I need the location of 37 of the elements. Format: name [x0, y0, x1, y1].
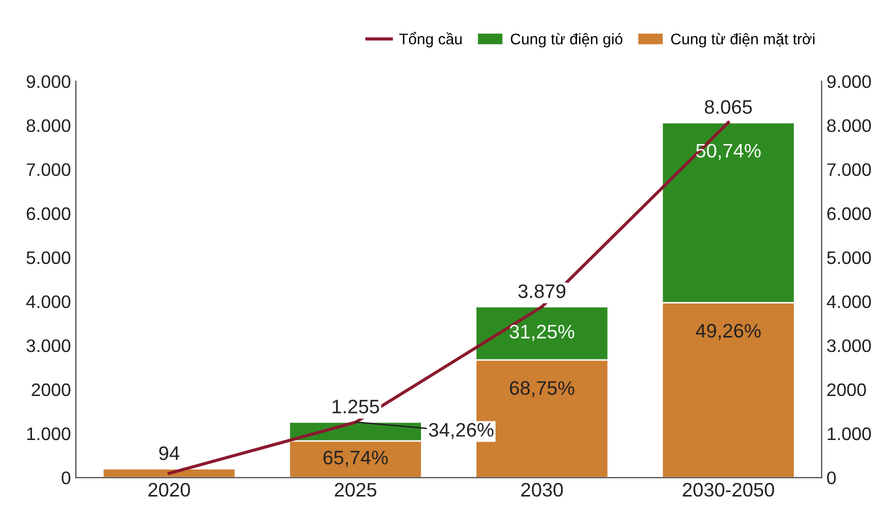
y2-tick-label: 0	[827, 471, 836, 484]
y-tick-label: 0	[62, 471, 70, 484]
annotation: 31,25%	[510, 324, 574, 341]
annotation: 50,74%	[696, 144, 761, 160]
annotation: 49,26%	[696, 324, 761, 340]
y-tick-label: 2000	[32, 383, 70, 396]
y2-tick-label: 3.000	[827, 339, 871, 352]
data-label: 8.065	[704, 100, 752, 114]
y2-tick-label: 7.000	[827, 163, 871, 176]
y2-tick-label: 4.000	[826, 295, 871, 308]
y2-tick-label: 6.000	[827, 207, 871, 220]
y2-tick-label: 8.000	[827, 119, 871, 132]
y-tick-label: 7.000	[26, 163, 70, 176]
y-tick-label: 3.000	[26, 339, 70, 352]
x-tick-label: 2030	[521, 482, 563, 497]
y2-tick-label: 9.000	[827, 75, 871, 88]
legend-label: Cung từ điện gió	[510, 33, 622, 48]
y2-tick-label: 1.000	[828, 427, 871, 440]
y-tick-label: 6.000	[26, 207, 70, 220]
x-tick-label: 2025	[334, 482, 376, 497]
legend-label: Tổng cầu	[399, 32, 462, 48]
data-label: 3.879	[518, 284, 566, 298]
annotation: 34,26%	[428, 422, 494, 440]
y-tick-label: 5.000	[26, 251, 70, 264]
y-tick-label: 9.000	[26, 75, 70, 88]
y-tick-label: 4.000	[26, 295, 70, 308]
data-label: 1.255	[332, 400, 380, 414]
annotation: 68,75%	[510, 381, 574, 398]
y2-tick-label: 5.000	[827, 251, 871, 264]
annotation: 65,74%	[324, 450, 388, 467]
y2-tick-label: 2000	[827, 383, 866, 396]
y-tick-label: 1.000	[27, 427, 70, 440]
x-tick-label: 2030-2050	[682, 482, 774, 497]
y-tick-label: 8.000	[26, 119, 70, 132]
legend-label: Cung từ điện mặt trời	[671, 32, 814, 48]
x-tick-label: 2020	[148, 482, 190, 497]
data-label: 94	[159, 446, 180, 460]
